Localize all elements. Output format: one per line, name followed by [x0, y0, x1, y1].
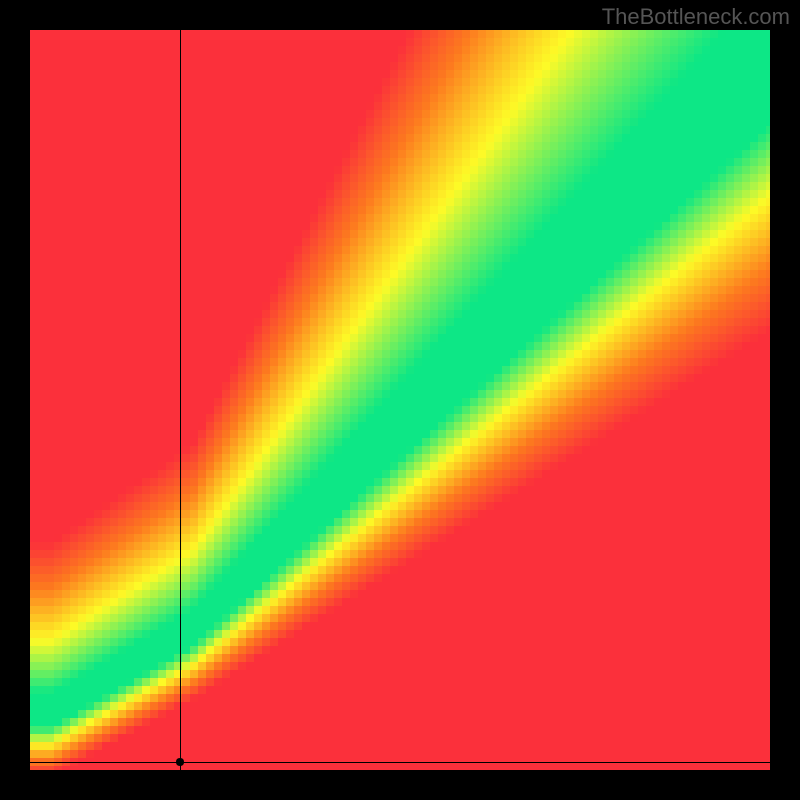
chart-container: { "watermark": { "text": "TheBottleneck.… [0, 0, 800, 800]
watermark-text: TheBottleneck.com [602, 4, 790, 30]
bottleneck-heatmap [0, 0, 800, 800]
